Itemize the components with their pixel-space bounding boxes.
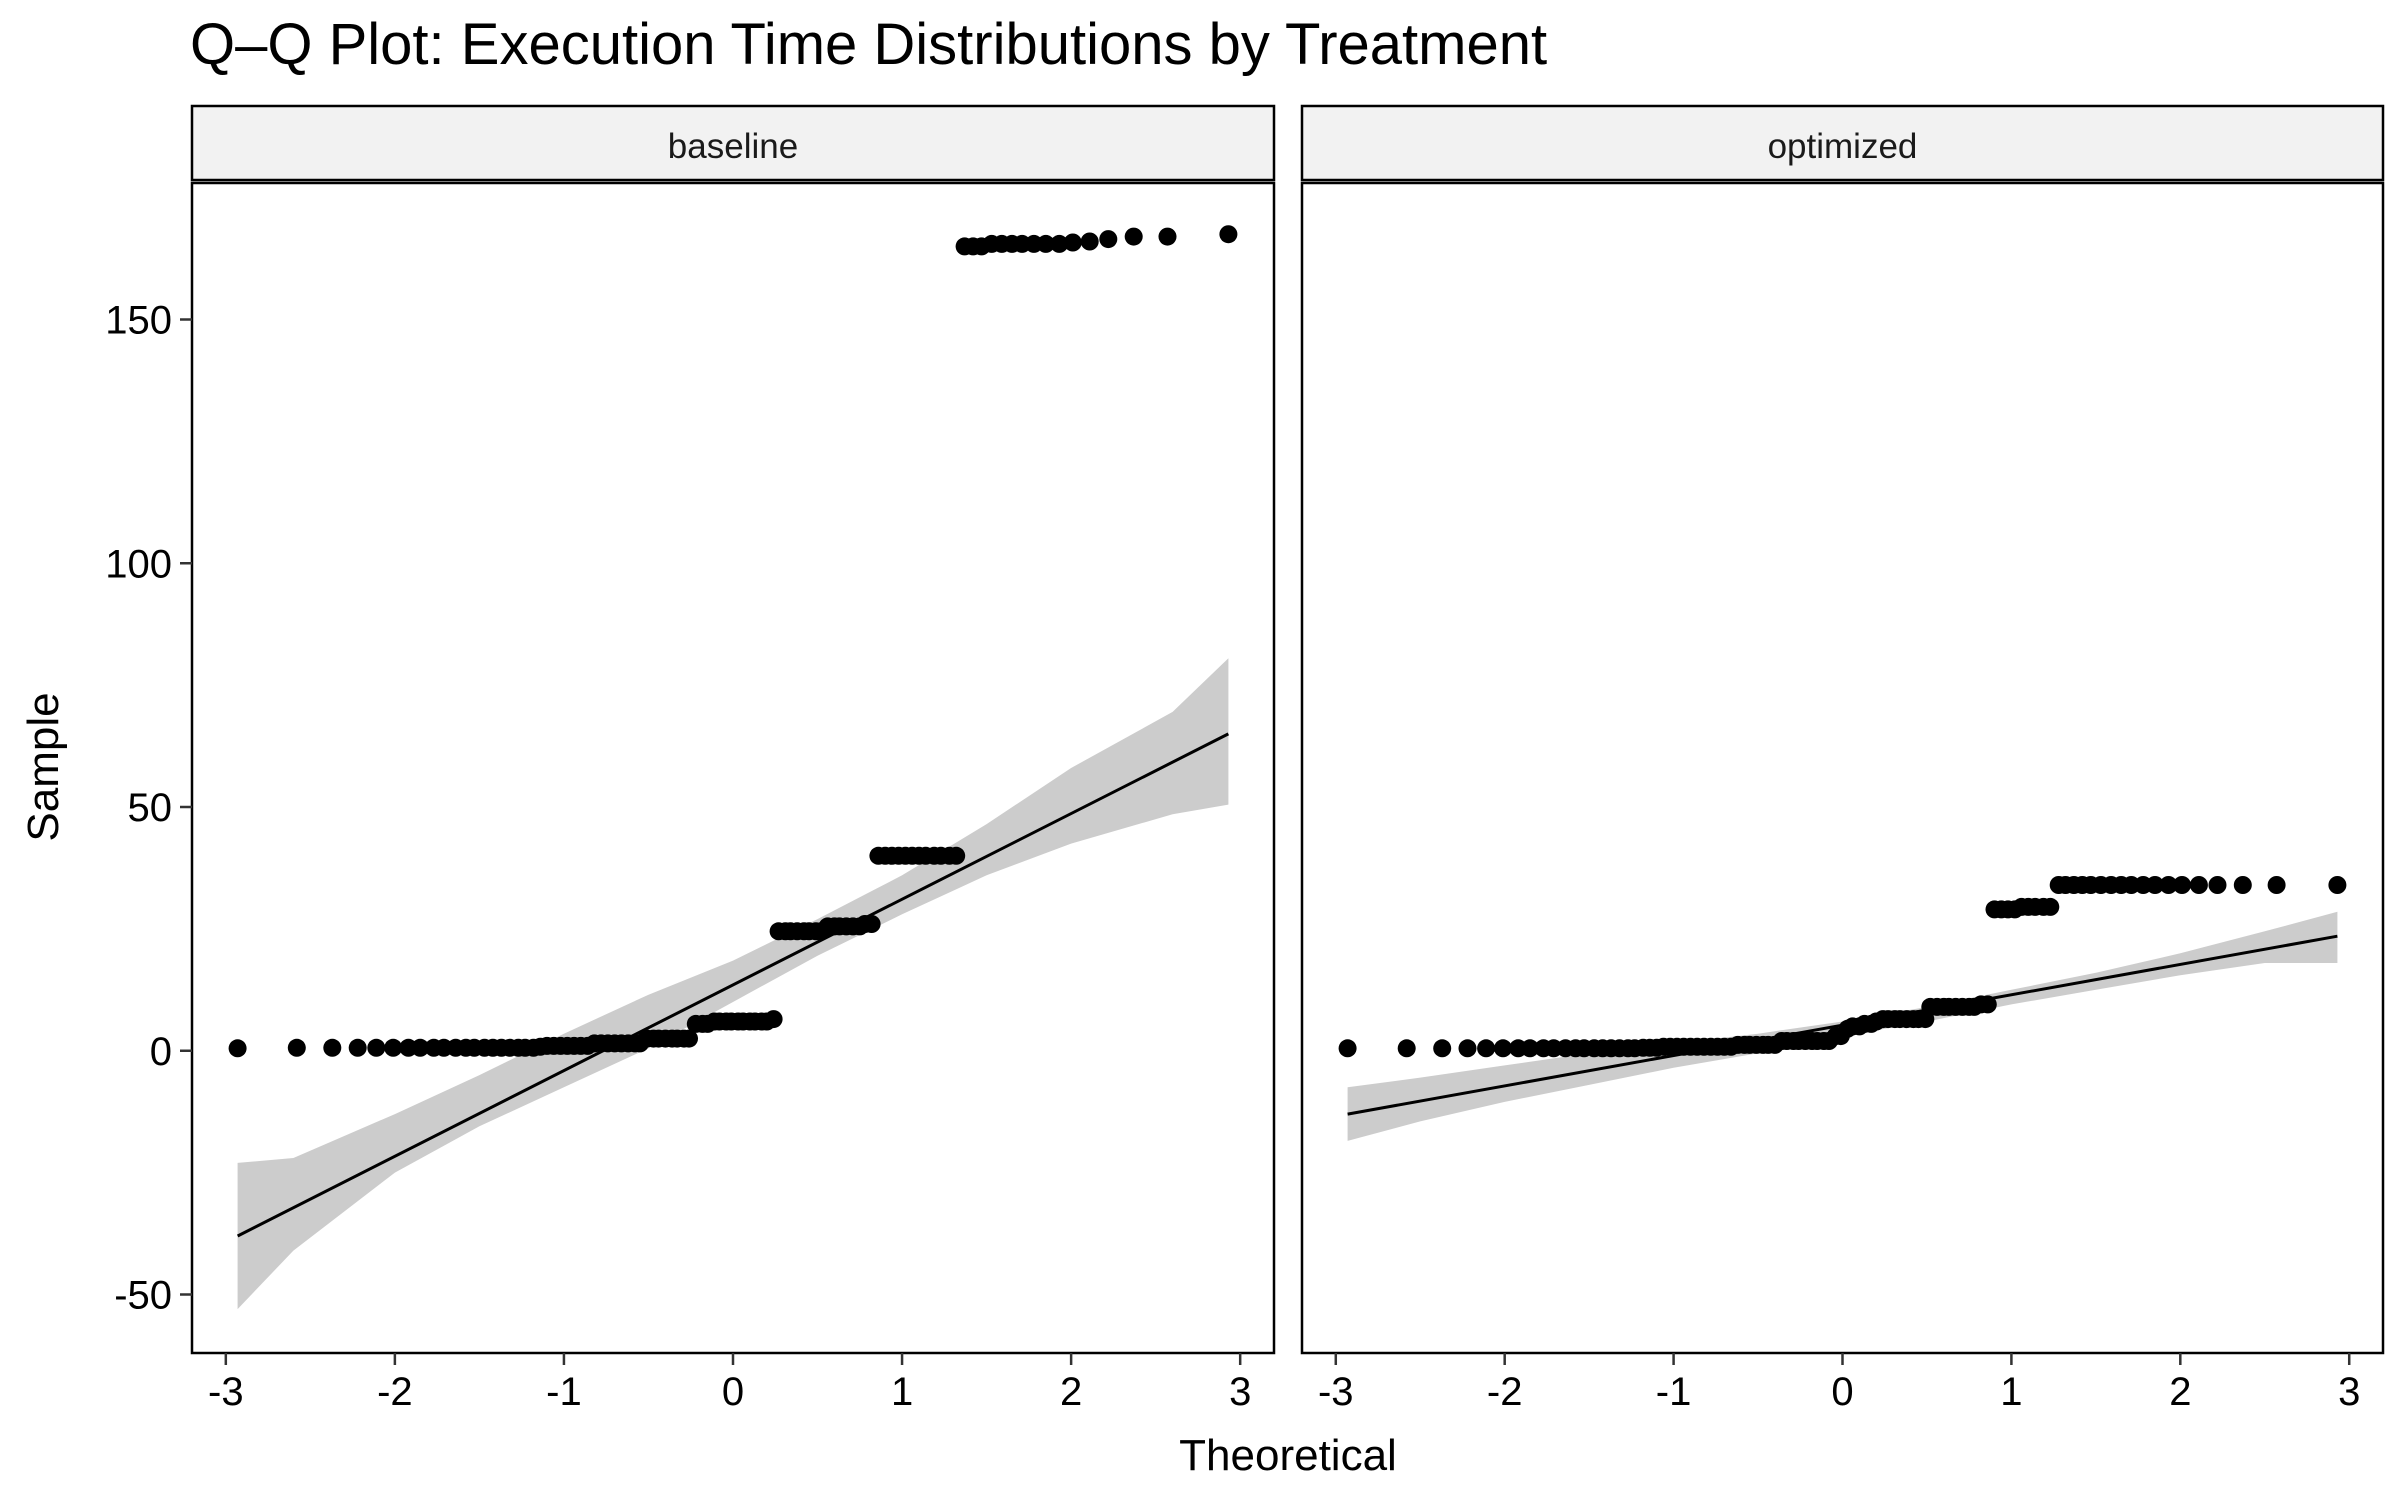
- data-point: [680, 1029, 698, 1048]
- data-point: [1433, 1039, 1452, 1058]
- x-tick-label: -3: [1318, 1370, 1354, 1414]
- x-tick-label: 0: [1831, 1370, 1853, 1414]
- data-point: [384, 1038, 403, 1057]
- y-tick-label: -50: [114, 1274, 172, 1318]
- data-point: [411, 1038, 430, 1057]
- data-point: [1397, 1039, 1416, 1058]
- data-point: [348, 1038, 367, 1057]
- data-point: [1338, 1039, 1357, 1058]
- strip-label-baseline: baseline: [668, 127, 798, 166]
- panel-optimized: optimized -3 -2 -1 0 1 2 3: [1300, 104, 2385, 1414]
- data-point: [2041, 897, 2060, 916]
- data-point: [1458, 1039, 1477, 1058]
- data-point: [947, 846, 966, 865]
- x-axis-title: Theoretical: [1179, 1431, 1397, 1480]
- y-tick-label: 150: [105, 299, 172, 343]
- data-point: [1063, 233, 1082, 252]
- x-tick-label: -1: [546, 1370, 582, 1414]
- x-tick-label: 3: [1229, 1370, 1251, 1414]
- data-point: [1219, 225, 1238, 244]
- data-point: [2328, 876, 2347, 894]
- data-point: [1978, 995, 1997, 1014]
- panel-background-optimized: [1302, 183, 2383, 1353]
- y-axis-title: Sample: [19, 692, 68, 841]
- y-tick-label: 100: [105, 542, 172, 586]
- data-point: [228, 1039, 247, 1058]
- x-tick-label: 3: [2338, 1370, 2360, 1414]
- data-point: [2159, 876, 2178, 894]
- strip-baseline: [190, 104, 1276, 182]
- chart-title: Q–Q Plot: Execution Time Distributions b…: [190, 12, 1547, 77]
- x-tick-label: -2: [377, 1370, 413, 1414]
- x-tick-label: -2: [1487, 1370, 1523, 1414]
- data-point: [2189, 876, 2208, 894]
- x-tick-label: 2: [2169, 1370, 2191, 1414]
- x-axis-optimized: -3 -2 -1 0 1 2 3: [1318, 1353, 2360, 1414]
- data-point: [1099, 230, 1118, 249]
- x-tick-label: -3: [208, 1370, 244, 1414]
- data-point: [2233, 876, 2252, 894]
- data-point: [1158, 227, 1177, 246]
- y-tick-label: 50: [128, 786, 173, 830]
- x-tick-label: 1: [2000, 1370, 2022, 1414]
- data-point: [2173, 876, 2191, 894]
- points-optimized: [1338, 876, 2347, 1058]
- panel-baseline: baseline -3 -2 -1 0 1 2 3: [190, 104, 1276, 1414]
- data-point: [1124, 227, 1143, 246]
- data-point: [2146, 876, 2164, 894]
- x-tick-label: -1: [1656, 1370, 1692, 1414]
- facet-panels: baseline -3 -2 -1 0 1 2 3 optimized -3 -2 -1 0 1 2 3: [190, 104, 2385, 1414]
- data-point: [2267, 876, 2286, 894]
- data-point: [1521, 1039, 1539, 1058]
- data-point: [367, 1038, 386, 1057]
- data-point: [1477, 1039, 1496, 1058]
- y-tick-label: 0: [150, 1030, 172, 1074]
- points-baseline: [228, 225, 1238, 1058]
- data-point: [862, 915, 881, 933]
- strip-label-optimized: optimized: [1768, 127, 1918, 166]
- y-axis: -50 0 50 100 150: [105, 299, 192, 1318]
- x-tick-label: 2: [1060, 1370, 1082, 1414]
- x-axis-baseline: -3 -2 -1 0 1 2 3: [208, 1353, 1251, 1414]
- strip-optimized: [1300, 104, 2385, 182]
- reference-line-baseline: [236, 732, 1230, 1238]
- data-point: [1080, 232, 1099, 251]
- data-point: [2208, 876, 2227, 894]
- x-tick-label: 0: [722, 1370, 744, 1414]
- data-point: [1494, 1039, 1512, 1058]
- data-point: [323, 1038, 342, 1057]
- x-tick-label: 1: [891, 1370, 913, 1414]
- data-point: [1050, 234, 1069, 253]
- data-point: [1036, 234, 1055, 253]
- data-point: [764, 1010, 783, 1029]
- data-point: [287, 1038, 306, 1057]
